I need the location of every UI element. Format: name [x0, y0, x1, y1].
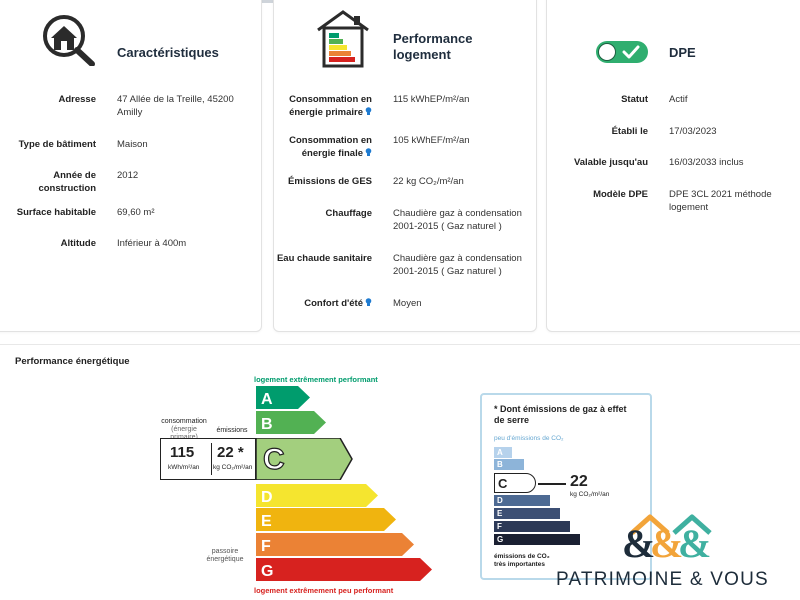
energy-class-bar-d: D [256, 484, 378, 507]
char-label: Année de construction [38, 170, 96, 194]
lightbulb-icon[interactable] [365, 298, 372, 307]
check-icon [622, 45, 640, 59]
char-value: Maison [117, 139, 148, 150]
char-value: Inférieur à 400m [117, 238, 187, 249]
ges-title: * Dont émissions de gaz à effet de serre [494, 404, 627, 425]
energy-class-bar-c: C [256, 438, 353, 480]
dpe-label: Établi le [611, 126, 648, 137]
dpe-title: DPE [669, 45, 696, 60]
house-magnifier-icon [40, 14, 98, 71]
lightbulb-icon[interactable] [365, 107, 372, 116]
ges-class-bar-a: A [494, 447, 512, 458]
emissions-unit: kg CO₂/m²/an [213, 464, 253, 471]
energy-section-title: Performance énergétique [15, 356, 130, 367]
energy-class-letter: B [261, 416, 273, 433]
consommation-label: consommation (énergie primaire) [161, 418, 207, 441]
ges-class-bar-b: B [494, 459, 524, 470]
perf-value: 115 kWhEP/m²/an [393, 94, 470, 105]
consumption-unit: kWh/m²/an [168, 464, 200, 471]
char-label: Surface habitable [16, 207, 96, 218]
energy-class-bar-a: A [256, 386, 310, 409]
perf-label: Chauffage [325, 208, 372, 219]
ges-class-bar-d: D [494, 495, 550, 506]
ges-class-bar-f: F [494, 521, 570, 532]
passoire-label: passoire énergétique [206, 548, 244, 563]
dpe-label: Valable jusqu'au [573, 157, 648, 168]
energy-class-letter: D [261, 489, 273, 506]
characteristics-card [0, 0, 262, 332]
dpe-value: 17/03/2023 [669, 126, 717, 137]
dpe-value: Actif [669, 94, 688, 105]
ges-panel: * Dont émissions de gaz à effet de serre… [480, 393, 652, 580]
dpe-header [596, 41, 648, 63]
char-label: Adresse [58, 94, 97, 105]
perf-label: Consommation en énergie finale [289, 135, 372, 159]
perf-value: 22 kg CO₂/m²/an [393, 176, 464, 187]
ges-class-bar-c: C [494, 473, 536, 493]
svg-text:&: & [622, 521, 655, 561]
dpe-value: 16/03/2033 inclus [669, 157, 744, 168]
perf-value: 105 kWhEF/m²/an [393, 135, 470, 146]
performance-title: Performance logement [393, 31, 473, 62]
consumption-box: 115 kWh/m²/an 22 * kg CO₂/m²/an [160, 438, 256, 480]
ges-subtitle: peu d'émissions de CO₂ [494, 435, 564, 442]
ges-value: 22 [570, 473, 588, 490]
dpe-card [546, 0, 800, 332]
energy-class-bar-g: G [256, 558, 432, 581]
performance-card [273, 0, 537, 332]
perf-label: Confort d'été [304, 298, 363, 309]
emissions-value: 22 * [217, 444, 244, 461]
emissions-label: émissions [216, 427, 248, 434]
dpe-value: DPE 3CL 2021 méthode logement [669, 189, 772, 213]
energy-class-bar-e: E [256, 508, 396, 531]
energy-class-letter: A [261, 391, 273, 408]
energy-class-bar-f: F [256, 533, 414, 556]
energy-class-letter: G [261, 563, 273, 580]
perf-value: Chaudière gaz à condensation 2001-2015 (… [393, 208, 522, 232]
perf-value: Chaudière gaz à condensation 2001-2015 (… [393, 253, 522, 277]
characteristics-title: Caractéristiques [117, 45, 219, 60]
box-separator [211, 443, 212, 475]
energy-class-letter: C [263, 443, 285, 476]
scale-bottom-caption: logement extrêmement peu performant [254, 586, 394, 595]
lightbulb-icon[interactable] [365, 148, 372, 157]
char-label: Altitude [60, 238, 96, 249]
energy-class-letter: F [261, 538, 271, 555]
char-label: Type de bâtiment [18, 139, 96, 150]
performance-header [314, 10, 372, 73]
characteristics-header [40, 14, 98, 71]
brand-name: PATRIMOINE & VOUS [556, 569, 769, 590]
ges-class-bar-e: E [494, 508, 560, 519]
perf-value: Moyen [393, 298, 422, 309]
ges-footer: émissions de CO₂ très importantes [494, 553, 550, 568]
perf-label: Consommation en énergie primaire [289, 94, 372, 118]
dpe-label: Modèle DPE [593, 189, 648, 200]
char-value: 2012 [117, 170, 139, 181]
energy-class-bar-b: B [256, 411, 326, 434]
ges-pointer-line [538, 483, 566, 485]
section-divider [0, 344, 800, 345]
energy-class-letter: E [261, 513, 272, 530]
brand-logo: & & & [622, 505, 732, 566]
ges-unit: kg CO₂/m²/an [570, 491, 610, 498]
energy-house-icon [314, 10, 372, 73]
perf-label: Émissions de GES [288, 176, 372, 187]
consumption-value: 115 [170, 444, 195, 461]
perf-label: Eau chaude sanitaire [276, 253, 372, 264]
toggle-knob [598, 43, 616, 61]
dpe-label: Statut [621, 94, 648, 105]
scale-top-caption: logement extrêmement performant [254, 375, 378, 384]
char-value: 69,60 m² [117, 207, 155, 218]
char-value: 47 Allée de la Treille, 45200 Amilly [117, 94, 234, 118]
dpe-status-toggle[interactable] [596, 41, 648, 63]
ges-class-bar-g: G [494, 534, 580, 545]
